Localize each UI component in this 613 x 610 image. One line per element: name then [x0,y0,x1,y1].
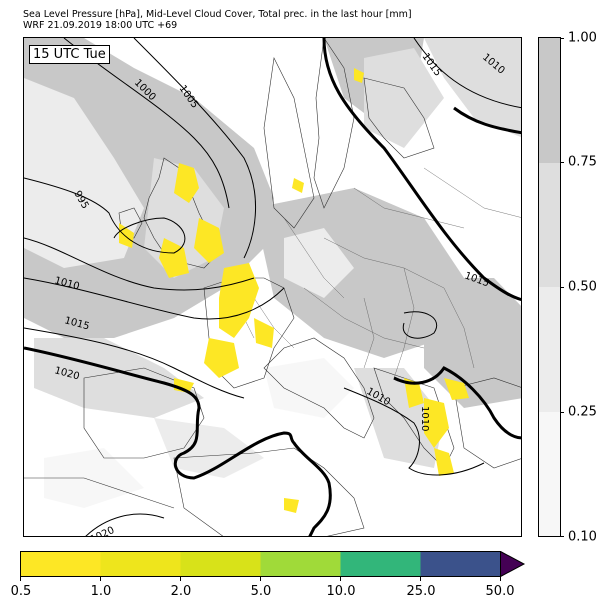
precip-tick-label: 0.5 [10,584,32,599]
colorbar-segment [420,551,501,577]
tick-mark [560,287,564,288]
tick-mark [560,536,564,537]
precip-tick-label: 10.0 [326,584,356,599]
tick-mark [560,38,564,39]
cloud-cover-layer [24,38,521,508]
tick-mark [500,577,501,581]
isobar-label: 1010 [419,406,430,431]
tick-mark [20,577,21,581]
cloud-tick-label: 1.00 [568,30,597,46]
tick-mark [180,577,181,581]
colorbar-segment [260,551,341,577]
colorbar-segment [20,551,101,577]
precip-tick-label: 1.0 [90,584,112,599]
weather-map: 1000 1005 995 1010 1015 1020 1010 1015 1… [23,37,522,537]
precip-tick-label: 25.0 [406,584,436,599]
tick-mark [560,162,564,163]
colorbar-segment [539,38,560,163]
cloud-tick-label: 0.50 [568,279,597,295]
map-title-line-2: WRF 21.09.2019 18:00 UTC +69 [23,20,178,31]
cloud-cover-colorbar [538,37,561,537]
cloud-tick-label: 0.25 [568,404,597,420]
isobars [24,38,521,536]
colorbar-segment [539,163,560,287]
precip-tick-label: 2.0 [170,584,192,599]
precip-tick-label: 5.0 [250,584,272,599]
isobar-label: 1020 [89,525,117,537]
colorbar-extend-arrow [500,551,524,577]
map-title-line-1: Sea Level Pressure [hPa], Mid-Level Clou… [23,9,412,20]
colorbar-segment [539,287,560,412]
cloud-tick-label: 0.75 [568,154,597,170]
cloud-tick-label: 0.10 [568,529,597,545]
tick-mark [260,577,261,581]
precipitation-layer [119,68,469,513]
colorbar-segment [180,551,261,577]
isobars-1015 [24,38,521,536]
tick-mark [100,577,101,581]
valid-time-label: 15 UTC Tue [29,45,110,64]
tick-mark [560,412,564,413]
colorbar-segment [100,551,181,577]
tick-mark [340,577,341,581]
tick-mark [420,577,421,581]
precip-tick-label: 50.0 [485,584,515,599]
precipitation-colorbar [20,551,528,583]
colorbar-segment [539,412,560,536]
colorbar-segment [340,551,421,577]
